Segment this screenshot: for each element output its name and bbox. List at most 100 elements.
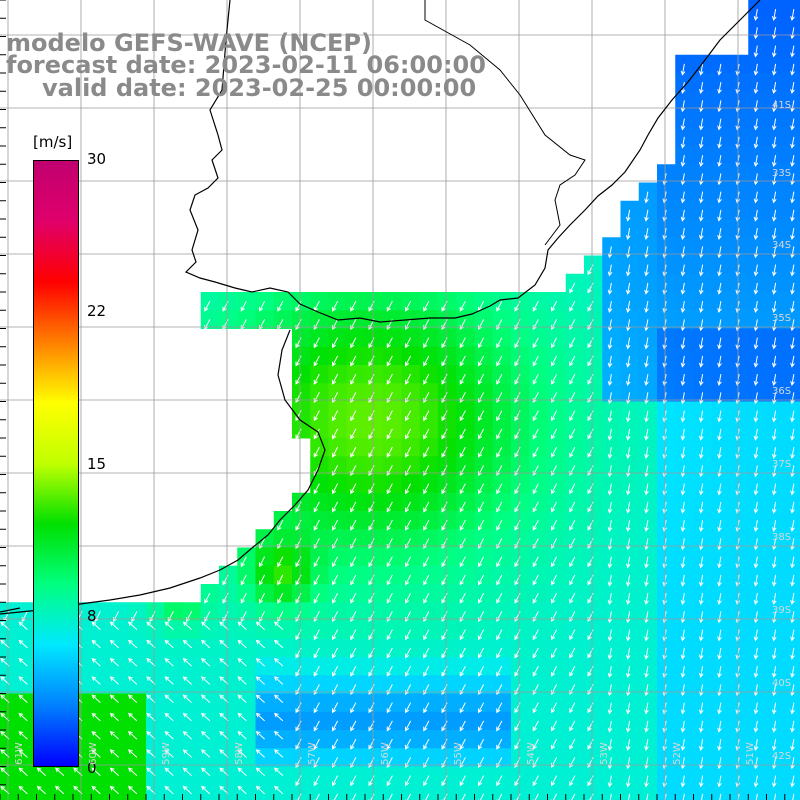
wind-arrow [496,611,503,623]
wind-cell [784,18,800,37]
wind-arrow [532,373,539,385]
wind-arrow [790,465,795,478]
wind-arrow [386,465,393,477]
wind-arrow [423,611,430,623]
wind-arrow [680,574,686,587]
wind-arrow [646,793,649,800]
wind-arrow [423,647,430,659]
wind-arrow [607,246,613,259]
wind-arrow [277,611,284,623]
wind-arrow [36,785,46,795]
wind-arrow [423,629,430,641]
wind-arrow [255,730,265,740]
colorbar-units: [m/s] [33,133,73,151]
lat-label-41s: 41S [772,100,792,111]
wind-cell [182,784,202,800]
wind-arrow [607,374,613,386]
wind-arrow [771,629,777,642]
wind-arrow [771,428,777,441]
wind-arrow [569,629,576,641]
wind-arrow [386,355,393,367]
wind-arrow [164,676,174,685]
wind-cell [383,784,402,800]
wind-arrow [644,447,649,459]
wind-arrow [532,720,539,732]
wind-arrow [496,538,503,550]
wind-arrow [273,639,284,649]
wind-arrow [204,319,211,331]
wind-arrow [753,483,759,496]
wind-cell [784,638,800,658]
wind-arrow [423,373,430,385]
wind-arrow [628,793,631,800]
wind-arrow [753,556,759,569]
wind-arrow [771,465,777,478]
wind-arrow [717,264,722,277]
wind-arrow [550,556,558,568]
wind-arrow [753,666,759,678]
wind-arrow [771,264,777,277]
wind-arrow [753,520,759,532]
wind-arrow [550,519,558,531]
wind-arrow [404,665,412,677]
wind-arrow [273,621,284,630]
wind-arrow [680,611,686,624]
wind-cell [328,784,348,800]
wind-arrow [131,611,138,623]
wind-arrow [313,720,320,732]
wind-arrow [771,155,777,167]
wind-arrow [459,410,466,422]
wind-arrow [331,519,339,531]
wind-arrow [423,702,430,714]
wind-arrow [771,45,777,58]
wind-arrow [127,694,138,703]
wind-arrow [717,173,722,186]
wind-arrow [771,191,777,204]
wind-arrow [258,538,266,550]
wind-arrow [331,665,339,677]
wind-arrow [698,739,704,751]
wind-arrow [680,355,686,368]
lon-label-60w: 60W [87,742,99,765]
wind-arrow [625,629,631,642]
wind-arrow [569,720,576,732]
wind-arrow [790,611,795,624]
wind-arrow [644,209,649,222]
wind-arrow [237,749,247,758]
wind-arrow [386,629,393,641]
wind-arrow [350,428,357,440]
wind-cell [146,784,165,800]
wind-arrow [459,611,466,623]
wind-arrow [790,100,795,113]
wind-arrow [753,775,759,788]
wind-cell [784,401,800,421]
wind-arrow [790,574,795,587]
wind-arrow [644,465,649,478]
wind-arrow [164,694,174,703]
wind-arrow [127,749,138,758]
wind-arrow [182,657,192,667]
wind-arrow [532,702,539,714]
wind-arrow [258,319,266,331]
valid-date: valid date: 2023-02-25 00:00:00 [42,74,477,102]
wind-cell [766,784,786,800]
wind-arrow [18,657,28,667]
wind-arrow [698,775,704,788]
wind-arrow [680,593,686,605]
wind-arrow [698,355,704,368]
wind-arrow [496,300,503,312]
wind-arrow [607,392,613,405]
wind-arrow [477,373,485,385]
wind-arrow [753,392,759,405]
wind-arrow [625,392,631,405]
wind-arrow [331,720,339,732]
wind-arrow [240,300,247,312]
wind-arrow [644,501,649,514]
wind-arrow [790,538,795,551]
wind-arrow [459,775,466,787]
wind-arrow [331,775,339,787]
wind-arrow [717,82,722,94]
wind-cell [784,529,800,548]
wind-arrow [717,118,722,131]
wind-arrow [423,793,430,800]
